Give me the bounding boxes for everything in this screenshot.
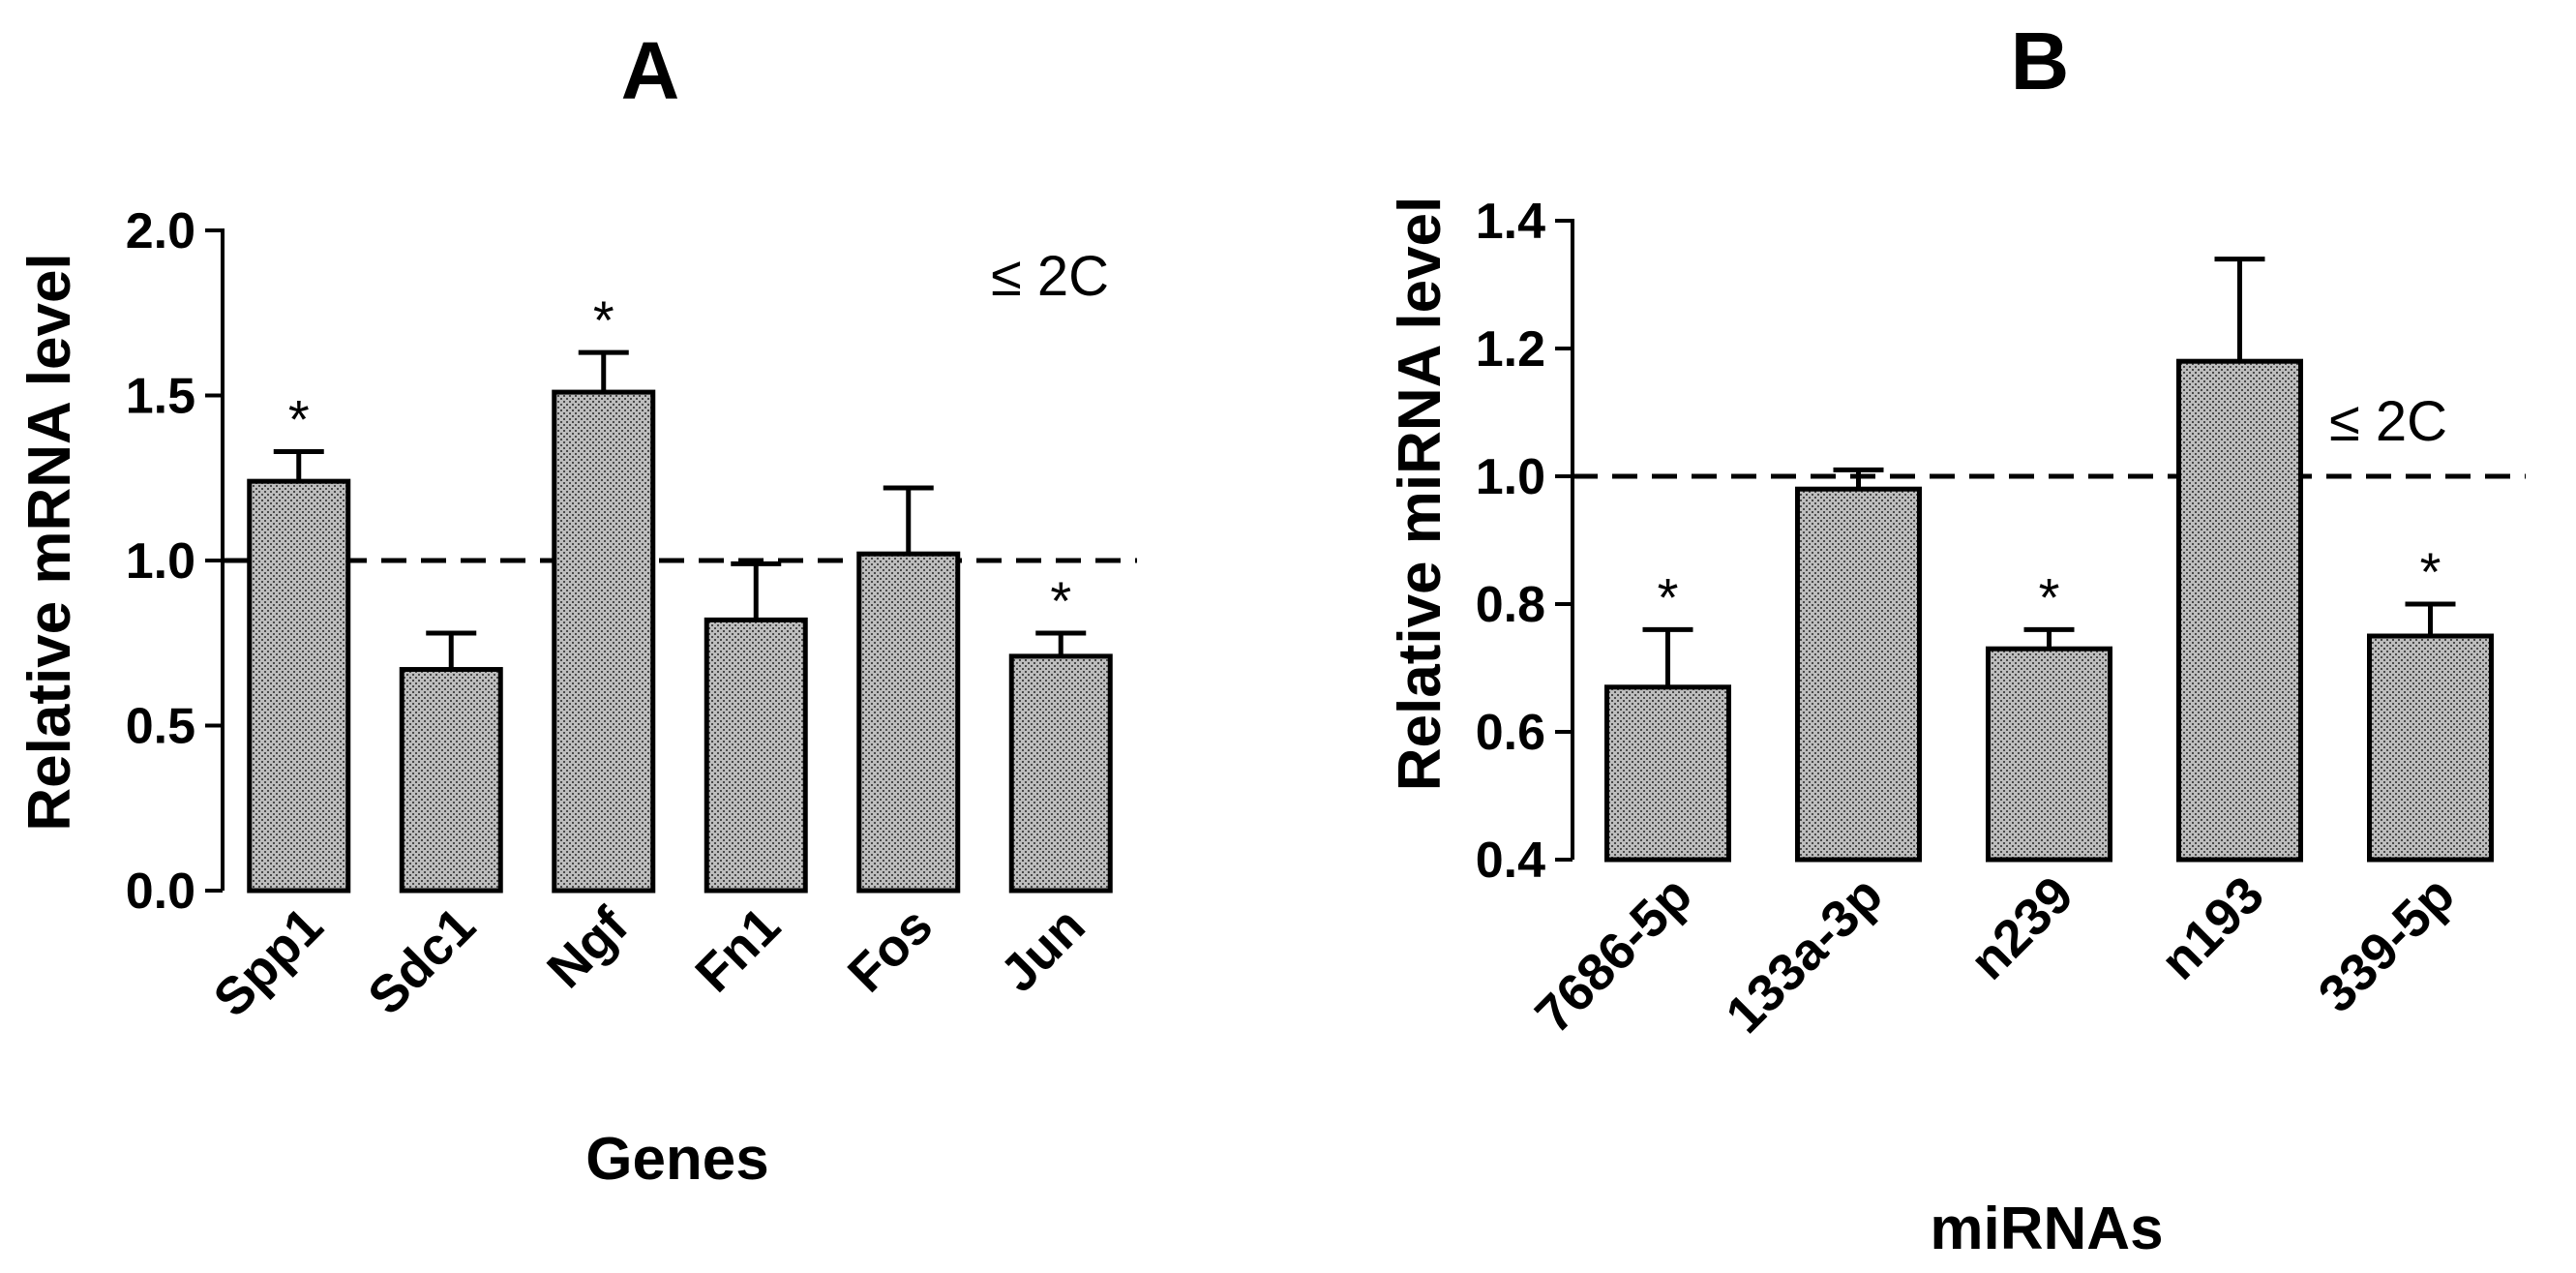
- chart-a-xlabel: Genes: [585, 1126, 769, 1193]
- chart-a-ytick-label: 0.5: [126, 699, 195, 755]
- chart-b-ytick-label: 1.2: [1476, 321, 1545, 378]
- chart-a-category-label: Fos: [837, 896, 944, 1003]
- chart-a-bar: [704, 617, 808, 894]
- chart-a-significance-star: *: [288, 388, 310, 449]
- chart-a-category-label: Fn1: [684, 896, 791, 1003]
- chart-a-bar: [247, 478, 351, 894]
- chart-b-category-label: n239: [1960, 865, 2084, 990]
- chart-a-ylabel: Relative mRNA level: [16, 253, 83, 831]
- chart-a-bar: [856, 551, 961, 894]
- chart-a-ytick-label: 1.5: [126, 369, 195, 425]
- chart-a-ytick-label: 1.0: [126, 533, 195, 590]
- chart-b-title: B: [2011, 15, 2070, 106]
- chart-b-bar: [1986, 646, 2112, 863]
- chart-b-category-label: 339-5p: [2308, 865, 2466, 1023]
- chart-b-reference-label: ≤ 2C: [2329, 390, 2447, 453]
- chart-b-category-label: n193: [2150, 865, 2275, 990]
- chart-b-ytick-label: 1.0: [1476, 449, 1545, 505]
- chart-a-category-label: Sdc1: [357, 896, 487, 1026]
- chart-a-category-label: Spp1: [202, 896, 334, 1028]
- chart-b-bar: [1795, 486, 1922, 863]
- chart-b-ytick-label: 0.6: [1476, 705, 1545, 761]
- chart-a-bar: [399, 667, 503, 894]
- chart-a-ytick-label: 2.0: [126, 203, 195, 259]
- chart-b-ylabel: Relative miRNA level: [1387, 197, 1453, 792]
- chart-b-significance-star: *: [1658, 566, 1679, 627]
- chart-b-bar: [1604, 684, 1731, 863]
- chart-a-ytick-label: 0.0: [126, 864, 195, 920]
- chart-b-category-label: 133a-3p: [1715, 865, 1894, 1045]
- chart-b-ytick-label: 0.4: [1476, 833, 1545, 889]
- chart-a: A Relative mRNA level Genes 0.0 0.5 1.0 1.5…: [16, 25, 1137, 1193]
- chart-a-category-label: Jun: [989, 896, 1095, 1003]
- chart-a-significance-star: *: [593, 289, 614, 350]
- chart-b-significance-star: *: [2420, 541, 2441, 602]
- chart-b: B Relative miRNA level miRNAs 0.4 0.6 0.8 1…: [1387, 15, 2526, 1262]
- chart-a-reference-label: ≤ 2C: [991, 245, 1109, 308]
- chart-a-category-label: Ngf: [536, 895, 640, 999]
- chart-a-title: A: [621, 25, 680, 116]
- chart-b-ytick-label: 1.4: [1476, 194, 1545, 250]
- chart-b-bar: [2176, 358, 2303, 863]
- chart-b-ytick-label: 0.8: [1476, 577, 1545, 633]
- chart-a-bar: [552, 389, 656, 894]
- chart-a-significance-star: *: [1050, 570, 1071, 631]
- chart-b-category-label: 7686-5p: [1524, 865, 1703, 1045]
- chart-b-xlabel: miRNAs: [1930, 1196, 2163, 1262]
- chart-a-bar: [1008, 653, 1113, 894]
- chart-b-bar: [2367, 633, 2494, 863]
- chart-b-significance-star: *: [2039, 566, 2060, 627]
